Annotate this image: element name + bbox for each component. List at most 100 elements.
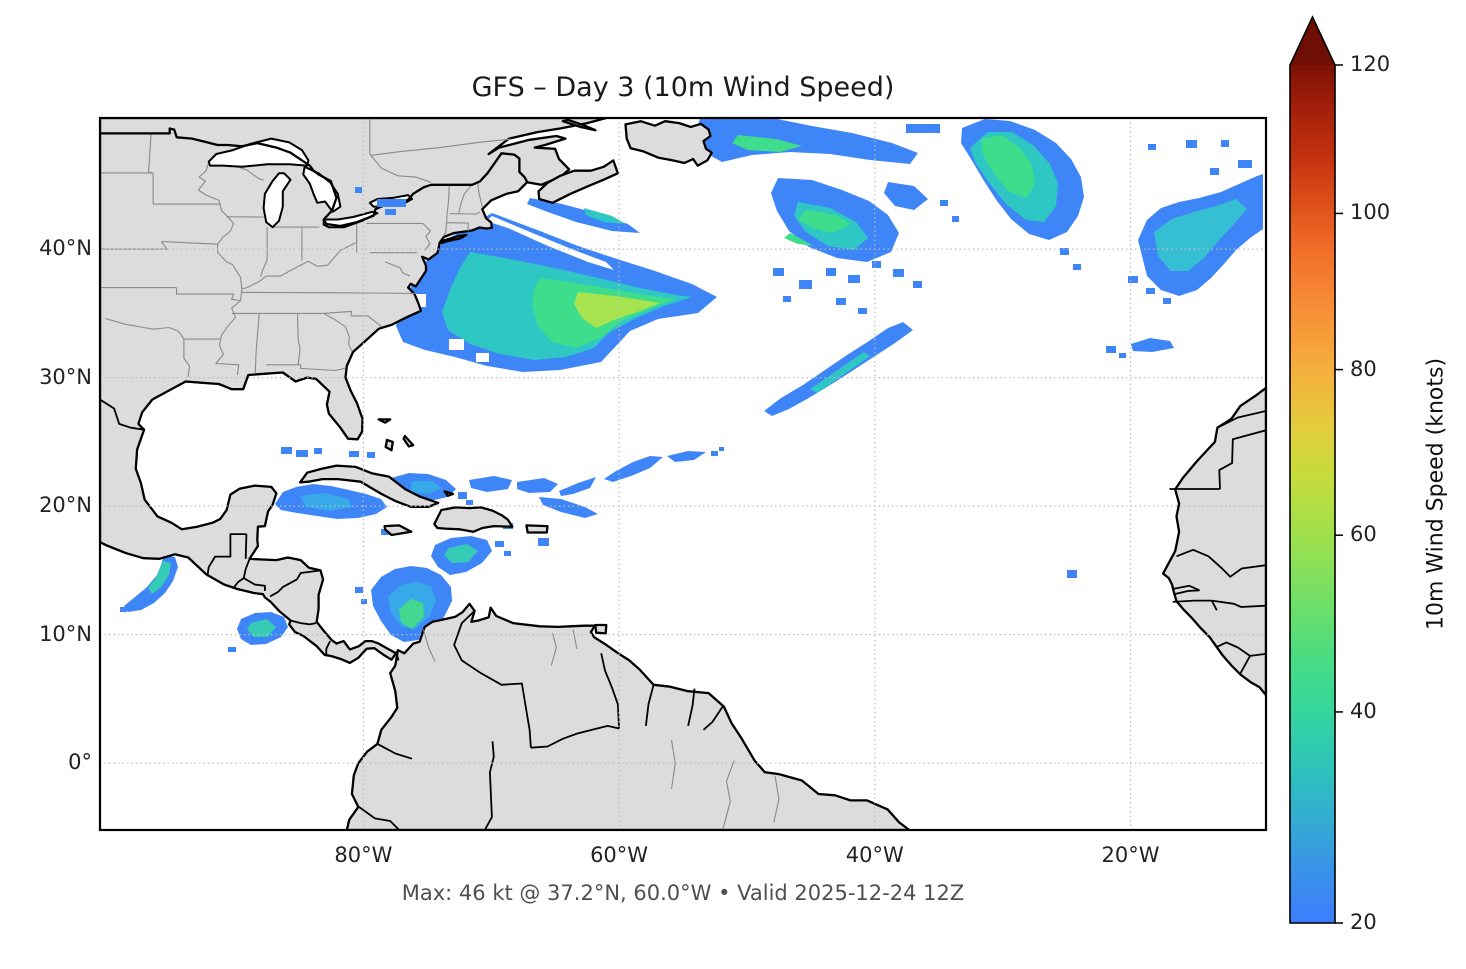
wind-speed-pixel <box>719 447 724 451</box>
wind-speed-pixel <box>314 448 322 454</box>
wind-speed-pixel <box>952 216 959 222</box>
landmass <box>384 438 394 452</box>
state-border-line <box>722 760 735 830</box>
wind-speed-pixel <box>1060 248 1069 255</box>
state-border-line <box>550 633 557 666</box>
state-border-line <box>572 629 578 649</box>
state-border-line <box>161 241 218 245</box>
wind-speed-area <box>1154 199 1247 271</box>
landmass <box>298 464 440 508</box>
state-border-line <box>369 118 432 183</box>
great-lake <box>207 137 310 168</box>
wind-speed-area <box>696 118 918 164</box>
state-border-line <box>670 739 676 789</box>
landmass <box>402 434 415 448</box>
lat-tick-label: 40°N <box>39 236 92 261</box>
landmass <box>561 118 597 132</box>
wind-speed-area <box>527 198 640 233</box>
wind-speed-area <box>764 322 913 416</box>
wind-speed-area <box>1131 338 1174 352</box>
state-border-line <box>449 211 480 215</box>
colorbar-tick-label: 100 <box>1350 200 1391 225</box>
wind-speed-area <box>539 497 598 518</box>
country-border-line <box>206 533 247 577</box>
wind-speed-area <box>981 135 1035 198</box>
lon-tick-label: 20°W <box>1101 843 1160 867</box>
state-border-line <box>366 222 431 232</box>
country-border-line <box>530 725 620 749</box>
landmass <box>433 506 514 533</box>
lat-tick-label: 0° <box>68 750 92 775</box>
country-border-line <box>1172 599 1212 603</box>
wind-speed-pixel <box>1073 264 1081 270</box>
wind-speed-area <box>884 182 928 210</box>
wind-speed-pixel <box>1221 140 1229 147</box>
country-border-line <box>1172 584 1200 592</box>
wind-speed-pixel <box>872 261 881 268</box>
state-border-line <box>104 317 179 332</box>
wind-speed-pixel <box>848 275 860 283</box>
country-border-line <box>1239 655 1251 675</box>
wind-speed-area <box>410 481 442 494</box>
wind-speed-pixel <box>504 551 511 556</box>
wind-speed-area <box>584 208 626 224</box>
state-border-line <box>215 362 240 376</box>
wind-speed-pixel <box>799 280 812 289</box>
wind-speed-pixel <box>1128 276 1138 283</box>
wind-speed-pixel <box>773 268 784 276</box>
state-border-line <box>323 310 383 328</box>
state-border-line <box>424 230 431 251</box>
landmass <box>537 159 619 204</box>
state-border-line <box>254 313 260 374</box>
wind-speed-pixel <box>1146 288 1155 294</box>
country-border-line <box>1211 599 1266 608</box>
state-border-line <box>215 264 243 364</box>
lat-tick-label: 20°N <box>39 493 92 518</box>
colorbar-axis-label: 10m Wind Speed (knots) <box>1423 357 1449 631</box>
wind-speed-area <box>798 210 851 233</box>
colorbar-extend-arrow <box>1290 17 1335 65</box>
country-border-line <box>376 743 413 760</box>
wind-speed-pixel <box>476 353 489 362</box>
lat-tick-label: 10°N <box>39 621 92 646</box>
colorbar-tick-label: 40 <box>1350 698 1377 723</box>
country-border-line <box>702 706 724 731</box>
wind-speed-area <box>486 216 614 270</box>
wind-speed-area <box>784 233 814 246</box>
state-border-line <box>178 330 191 378</box>
country-border-line <box>358 806 400 830</box>
wind-speed-pixel <box>466 500 473 505</box>
country-border-line <box>242 558 251 579</box>
wind-speed-area <box>732 135 802 152</box>
state-border-line <box>476 180 483 207</box>
country-border-line <box>395 651 400 661</box>
wind-speed-pixel <box>381 529 390 535</box>
wind-speed-pixel <box>1163 298 1171 304</box>
country-border-line <box>645 684 655 727</box>
landmass <box>1161 386 1266 697</box>
landmass <box>443 490 455 497</box>
state-border-line <box>323 312 353 352</box>
wind-speed-pixel <box>361 599 367 604</box>
lon-tick-label: 80°W <box>334 843 393 867</box>
wind-speed-pixel <box>1067 570 1077 578</box>
state-border-line <box>370 138 511 156</box>
state-border-line <box>446 222 469 232</box>
wind-speed-pixel <box>281 447 292 454</box>
wind-speed-area <box>247 619 276 637</box>
state-border-line <box>422 629 436 662</box>
wind-speed-pixel <box>349 451 359 457</box>
state-border-line <box>773 775 780 823</box>
state-border-line <box>341 292 417 294</box>
wind-speed-pixel <box>1210 168 1219 175</box>
wind-speed-pixel <box>538 538 549 546</box>
country-border-line <box>233 577 245 588</box>
lat-tick-label: 30°N <box>39 364 92 389</box>
wind-speed-area <box>810 352 870 393</box>
wind-speed-pixel <box>940 200 948 206</box>
state-border-line <box>175 287 240 302</box>
wind-speed-pixel <box>296 450 308 457</box>
country-border-line <box>325 640 331 657</box>
